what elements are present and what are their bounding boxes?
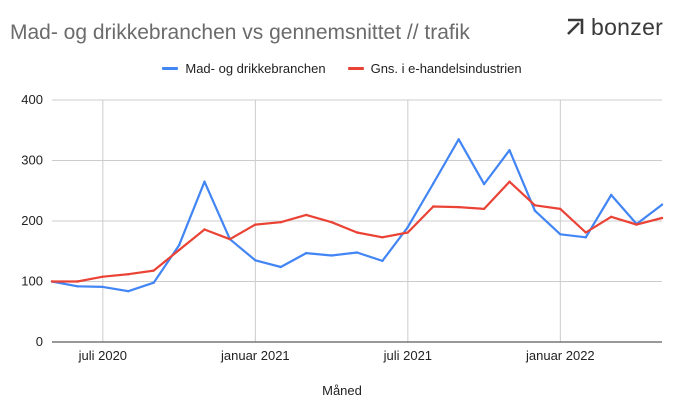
series-2-point <box>279 221 282 224</box>
legend-item-series-1[interactable]: Mad- og drikkebranchen <box>162 61 326 76</box>
series-2-point <box>508 180 511 183</box>
legend-swatch-series-1 <box>162 67 179 70</box>
bonzer-logo-icon <box>567 18 584 35</box>
series-2-point <box>457 205 460 209</box>
series-1-point <box>457 138 460 141</box>
series-1-point <box>304 251 308 255</box>
series-1-point <box>76 285 79 288</box>
series-1-point <box>177 244 181 247</box>
series-1-point <box>381 259 384 263</box>
series-2-point <box>76 280 79 283</box>
brand-name: bonzer <box>591 13 664 40</box>
series-2-point <box>152 269 155 272</box>
series-1-point <box>355 251 359 254</box>
series-2-point <box>330 221 333 224</box>
series-2-point <box>127 273 130 276</box>
y-tick-label: 0 <box>36 334 43 349</box>
series-2-point <box>482 207 486 211</box>
series-2-point <box>355 231 359 234</box>
x-tick-label: januar 2021 <box>220 348 290 363</box>
series-2-point <box>635 223 638 226</box>
x-tick-label: juli 2020 <box>78 348 127 363</box>
series-1-point <box>203 180 206 183</box>
brand-logo: bonzer <box>565 14 663 40</box>
legend-label-series-1: Mad- og drikkebranchen <box>185 61 326 76</box>
series-2-point <box>609 215 613 218</box>
series-1-point <box>152 281 155 284</box>
y-tick-label: 200 <box>21 213 43 228</box>
series-1-point <box>330 254 333 257</box>
series-1-point <box>482 182 486 186</box>
series-1-point <box>508 149 511 152</box>
series-line-1 <box>50 138 664 293</box>
series-2-point <box>50 280 54 283</box>
series-2-point <box>559 207 562 211</box>
x-tick-label: januar 2022 <box>525 348 595 363</box>
series-2-point <box>381 236 384 239</box>
series-2-point <box>304 213 308 217</box>
y-tick-label: 400 <box>21 92 43 107</box>
series-2-point <box>177 248 181 252</box>
series-1-point <box>559 233 562 236</box>
series-1-point <box>254 259 257 262</box>
x-tick-label: juli 2021 <box>383 348 432 363</box>
legend-item-series-2[interactable]: Gns. i e-handelsindustrien <box>347 61 522 76</box>
series-2-point <box>533 204 537 207</box>
series-1-point <box>127 289 130 293</box>
x-axis-label: Måned <box>322 383 362 398</box>
series-1-point <box>609 193 613 197</box>
chart-title: Mad- og drikkebranchen vs gennemsnittet … <box>10 21 470 44</box>
series-2-point <box>203 228 206 231</box>
series-1-point <box>432 182 435 185</box>
series-1-point <box>101 285 105 289</box>
legend-swatch-series-2 <box>347 67 364 70</box>
series-2-point <box>432 205 435 208</box>
series-1-point <box>279 265 282 269</box>
y-tick-label: 300 <box>21 153 43 168</box>
series-2-point <box>228 237 232 241</box>
series-2-point <box>406 231 410 234</box>
legend-label-series-2: Gns. i e-handelsindustrien <box>370 61 522 76</box>
series-2-point <box>101 275 105 278</box>
series-2-point <box>254 223 257 226</box>
series-1-point <box>533 209 537 212</box>
legend: Mad- og drikkebranchen Gns. i e-handelsi… <box>0 61 684 76</box>
series-2-point <box>660 216 664 220</box>
series-1-point <box>584 236 587 239</box>
series-1-point <box>660 203 664 206</box>
series-1-point <box>406 225 410 229</box>
y-tick-label: 100 <box>21 274 43 289</box>
series-2-point <box>584 231 587 234</box>
